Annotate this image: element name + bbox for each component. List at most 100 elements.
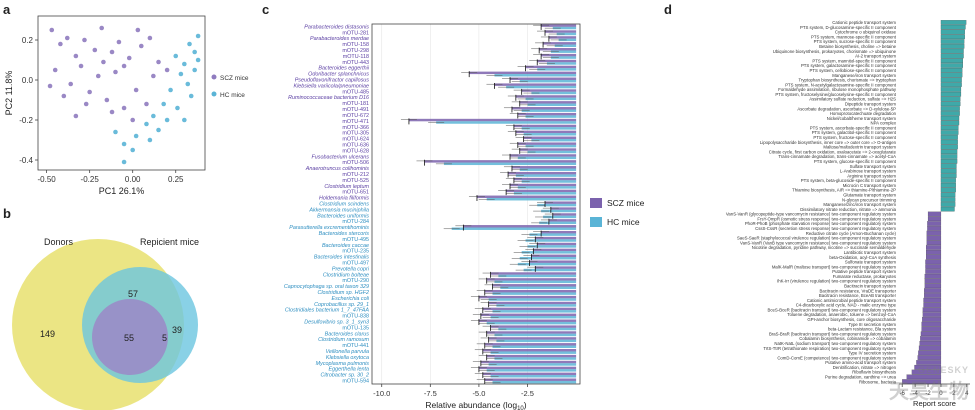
hc-point: [182, 117, 187, 123]
x-tick-label: 0: [939, 391, 943, 397]
negative-bar: [925, 269, 942, 274]
positive-bar: [940, 82, 962, 87]
x-tick-label: 2: [952, 391, 956, 397]
positive-bar: [940, 96, 961, 102]
pathway-label: Betaine biosynthesis, choline => betaine: [819, 44, 897, 49]
scz-bar: [508, 171, 577, 175]
pathway-label: N-glycan precursor trimming: [842, 197, 897, 202]
scz-bar: [510, 154, 577, 157]
pathway-label: Cobalamin biosynthesis, cobinamide => co…: [799, 336, 896, 341]
watermark: GENESKY 天昊生物: [889, 365, 969, 404]
hc-bar: [550, 50, 577, 53]
scz-bar: [517, 142, 577, 145]
positive-bar: [940, 111, 960, 116]
scz-bar: [469, 71, 577, 75]
taxon-label: mOTU-471: [342, 119, 369, 125]
scz-bar: [529, 260, 577, 263]
hc-bar: [541, 209, 577, 213]
hc-bar: [488, 363, 577, 366]
pathway-label: beta-Lactam resistance, Bla system: [828, 327, 896, 332]
negative-bar: [914, 364, 942, 370]
scz-bar: [550, 207, 577, 210]
pathway-label: Sulfonate transport system: [845, 260, 897, 265]
hc-bar: [523, 268, 577, 272]
hc-bar: [558, 38, 577, 42]
scz-point: [144, 101, 149, 107]
hc-point: [178, 71, 184, 77]
taxon-label: Odoribacter splanchnicus: [308, 72, 369, 78]
venn-label-recipient: Repicient mice: [140, 237, 199, 247]
x-axis-title-main: Relative abundance (log: [425, 400, 517, 410]
hc-point: [121, 141, 127, 147]
scz-point: [109, 109, 115, 115]
pathway-label: Bacitracin transport system: [844, 283, 896, 288]
scz-bar: [490, 325, 577, 328]
hc-bar: [490, 375, 577, 378]
taxon-label: Clostridium bolteae: [323, 272, 369, 278]
hc-bar: [519, 168, 577, 171]
positive-bar: [940, 192, 956, 198]
pathway-label: Toluene degradation, anaerobic, toluene …: [787, 312, 896, 317]
scz-bar: [486, 354, 577, 358]
scz-bar: [494, 83, 577, 86]
hc-bar: [500, 286, 577, 289]
x-tick-label: -2: [925, 391, 931, 397]
scz-bar: [478, 319, 577, 322]
x-tick-label: -0.25: [81, 175, 100, 184]
x-axis-title: PC1 26.1%: [99, 186, 145, 196]
taxon-label: Bacteroides caccae: [322, 243, 369, 249]
scz-point: [164, 67, 170, 73]
venn-label-donors: Donors: [44, 237, 74, 247]
taxon-label: mOTU-181: [342, 101, 369, 107]
hc-bar: [521, 180, 577, 183]
hc-point: [144, 121, 149, 127]
taxon-label: Mycoplasma pulmonis: [316, 361, 370, 367]
scz-bar: [537, 242, 577, 246]
taxon-label: mOTU-281: [342, 30, 369, 36]
pathway-label: ComD-ComE (competence) two-component reg…: [777, 355, 896, 360]
taxon-label: mOTU-290: [342, 278, 369, 284]
scz-bar: [492, 284, 577, 287]
scz-point: [78, 63, 84, 69]
hc-bar: [517, 186, 577, 189]
pathway-label: VanS-VanR (glycopeptide-type vancomycin …: [726, 212, 897, 217]
pathway-label: GPI-anchor biosynthesis, core oligosacch…: [807, 317, 896, 322]
panel-label-a: a: [3, 2, 11, 17]
scz-bar: [523, 136, 577, 140]
y-tick-label: 0.2: [22, 36, 34, 45]
taxon-label: Holdemania filiformis: [319, 196, 369, 202]
x-tick-label: -0.50: [37, 175, 56, 184]
hc-bar: [525, 97, 577, 101]
negative-bar: [926, 254, 942, 260]
pathway-label: Riboflavin biosynthesis: [852, 370, 896, 375]
negative-bar: [926, 249, 942, 255]
taxon-label: Parabacteroides merdae: [310, 36, 369, 42]
scz-point: [52, 67, 58, 73]
negative-bar: [924, 293, 942, 298]
pca-scatter-plot: -0.50 -0.25 0.00 0.25 0.2 0.0 -0.2 -0.4 PC1 26.1…: [4, 15, 249, 196]
pathway-label: Sulfate transport system: [850, 164, 897, 169]
taxon-label: mOTU-506: [342, 160, 369, 166]
scz-point: [99, 25, 105, 31]
hc-bar: [527, 150, 577, 154]
pathway-label: C4-dicarboxylic acid cycle, NAD - malic …: [796, 303, 897, 308]
taxon-label: Desulfovibrio sp. 3_1_syn3: [304, 320, 369, 326]
y-tick-label: -0.4: [19, 156, 33, 165]
taxon-label: Bacteroides intestinalis: [314, 255, 369, 261]
scz-bar: [486, 278, 577, 281]
hc-bar: [525, 239, 577, 242]
pathway-label: Purine degradation, xanthine => urea: [825, 374, 897, 379]
scz-point: [138, 43, 144, 49]
scz-point: [92, 47, 98, 53]
x-tick-label: -2.5: [521, 389, 534, 398]
hc-bar: [494, 280, 577, 284]
scz-point: [130, 117, 135, 123]
taxon-label: mOTU-366: [342, 125, 369, 131]
pathway-label: PTS system, sucrose-specific II componen…: [814, 39, 897, 44]
hc-bar: [490, 316, 577, 319]
pathway-label: Putative peptide transport system: [832, 269, 896, 274]
hc-bar: [443, 162, 577, 166]
hc-bar: [506, 85, 577, 89]
hc-bar: [543, 215, 577, 219]
pathway-label: PhoR-PhoB (phosphate starvation response…: [745, 221, 897, 226]
